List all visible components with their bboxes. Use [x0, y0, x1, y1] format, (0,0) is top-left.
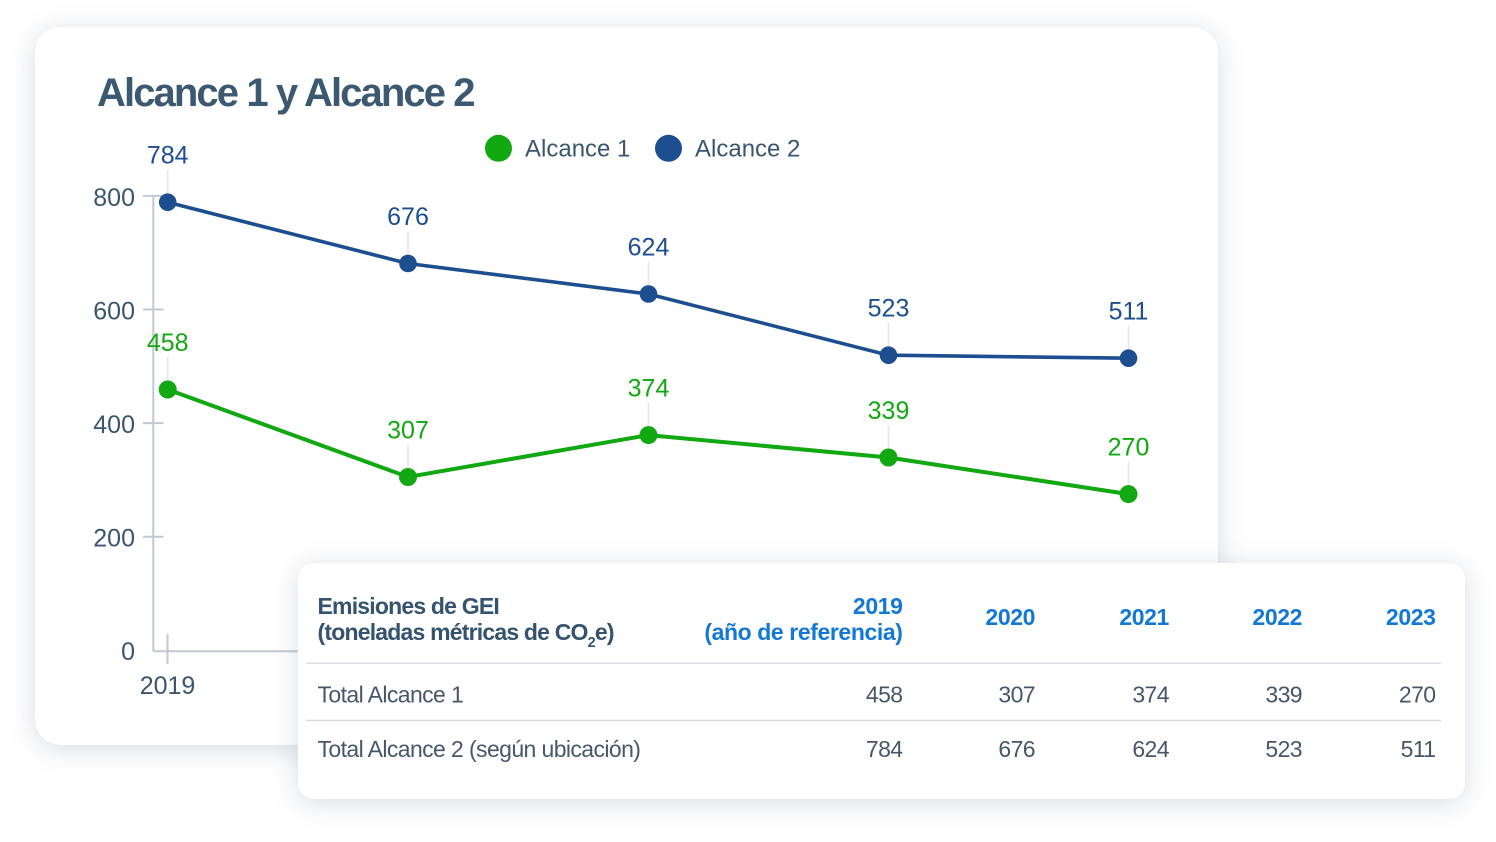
svg-text:2022: 2022	[1252, 604, 1302, 630]
svg-text:458: 458	[147, 329, 189, 357]
svg-text:(toneladas métricas de CO2e): (toneladas métricas de CO2e)	[318, 619, 614, 651]
svg-text:270: 270	[1108, 434, 1150, 462]
svg-text:Alcance 1: Alcance 1	[525, 136, 630, 163]
svg-text:400: 400	[93, 411, 135, 439]
svg-text:Emisiones de GEI: Emisiones de GEI	[318, 593, 500, 619]
svg-text:784: 784	[866, 736, 903, 762]
svg-text:511: 511	[1109, 298, 1149, 326]
svg-text:511: 511	[1401, 736, 1436, 762]
svg-text:Alcance 2: Alcance 2	[695, 136, 800, 163]
svg-text:Total Alcance 2 (según ubicaci: Total Alcance 2 (según ubicación)	[318, 736, 641, 762]
svg-text:0: 0	[121, 638, 135, 666]
svg-text:523: 523	[1265, 736, 1302, 762]
svg-text:784: 784	[147, 142, 189, 170]
svg-text:307: 307	[998, 682, 1035, 708]
svg-text:624: 624	[628, 233, 670, 261]
svg-text:Alcance 1 y Alcance 2: Alcance 1 y Alcance 2	[97, 71, 474, 115]
svg-text:600: 600	[93, 297, 135, 325]
svg-text:Total Alcance 1: Total Alcance 1	[318, 682, 464, 708]
svg-text:2020: 2020	[985, 604, 1035, 630]
svg-text:2019: 2019	[853, 593, 903, 619]
svg-text:676: 676	[998, 736, 1035, 762]
svg-text:800: 800	[93, 184, 135, 212]
svg-text:624: 624	[1132, 736, 1169, 762]
svg-text:200: 200	[93, 525, 135, 553]
svg-text:307: 307	[387, 416, 429, 444]
svg-text:676: 676	[387, 203, 429, 231]
svg-text:523: 523	[868, 295, 910, 323]
svg-text:2023: 2023	[1386, 604, 1436, 630]
svg-text:2021: 2021	[1119, 604, 1169, 630]
svg-text:2019: 2019	[140, 672, 196, 700]
svg-text:374: 374	[1132, 682, 1169, 708]
svg-text:374: 374	[628, 375, 670, 403]
svg-text:339: 339	[1265, 682, 1302, 708]
svg-text:458: 458	[866, 682, 903, 708]
svg-text:339: 339	[868, 397, 910, 425]
svg-text:(año de referencia): (año de referencia)	[704, 619, 902, 645]
svg-text:270: 270	[1399, 682, 1436, 708]
